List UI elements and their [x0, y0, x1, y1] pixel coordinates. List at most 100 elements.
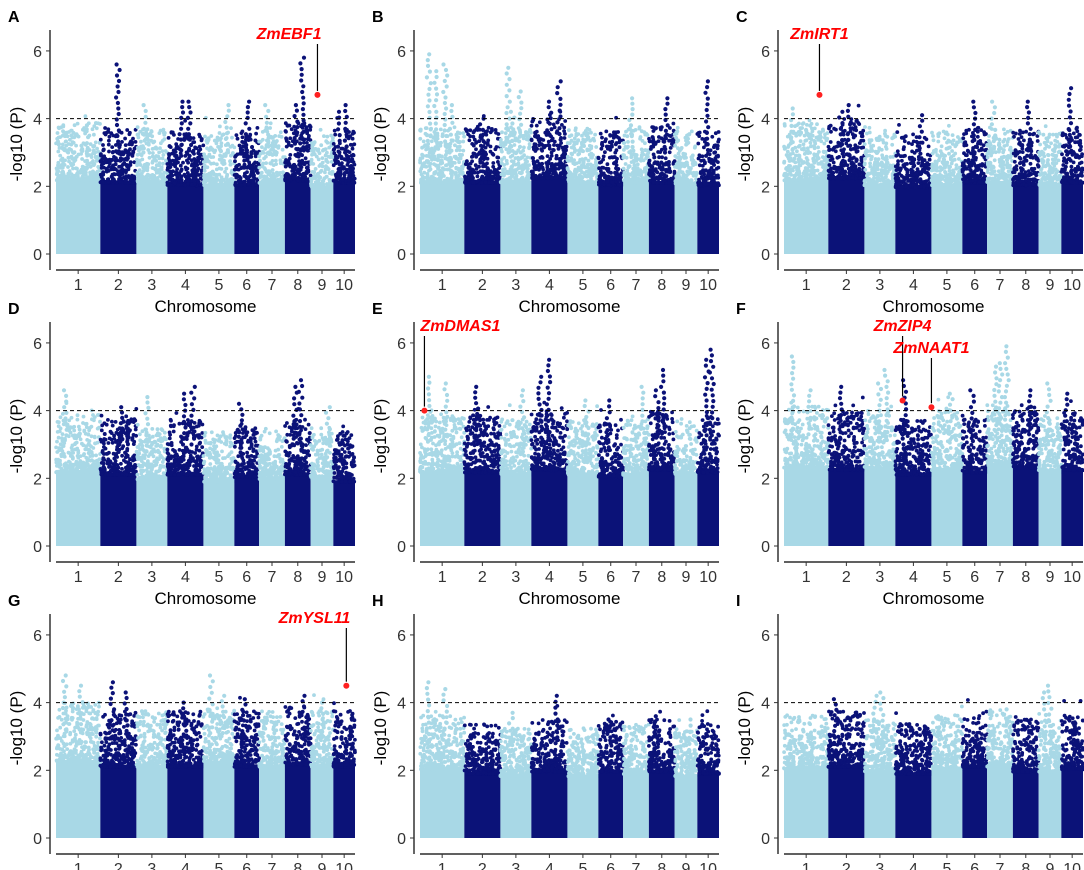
- x-axis-title: Chromosome: [518, 297, 620, 316]
- snp-point: [654, 126, 658, 131]
- snp-point: [447, 167, 451, 172]
- snp-point: [674, 174, 679, 179]
- snp-peak-point: [704, 119, 709, 124]
- snp-point: [271, 143, 276, 148]
- snp-point: [115, 158, 120, 163]
- snp-peak-point: [223, 119, 228, 125]
- snp-peak-point: [223, 136, 228, 141]
- snp-point: [810, 129, 815, 134]
- snp-point: [283, 121, 288, 126]
- snp-peak-point: [433, 138, 439, 143]
- snp-peak-point: [628, 150, 633, 155]
- snp-point: [102, 165, 106, 170]
- snp-point: [258, 158, 262, 163]
- chromosome-9-bulk: [674, 183, 698, 254]
- snp-point: [481, 169, 486, 174]
- snp-point: [794, 131, 798, 136]
- snp-point: [559, 174, 563, 179]
- snp-point: [610, 180, 615, 185]
- snp-point: [452, 154, 457, 159]
- snp-peak-point: [555, 85, 560, 90]
- snp-point: [423, 164, 428, 169]
- snp-point: [523, 133, 528, 137]
- snp-point: [335, 176, 340, 181]
- snp-peak-point: [300, 89, 305, 95]
- snp-point: [676, 183, 680, 188]
- snp-peak-point: [188, 110, 193, 115]
- snp-point: [474, 147, 478, 152]
- snp-point: [822, 141, 827, 146]
- snp-point: [617, 183, 622, 188]
- chromosome-5-bulk: [567, 180, 599, 254]
- snp-point: [461, 148, 466, 153]
- snp-point: [618, 138, 622, 143]
- snp-point: [420, 145, 424, 150]
- snp-point: [66, 155, 71, 160]
- snp-point: [495, 174, 500, 179]
- x-tick-label: 1: [74, 277, 83, 294]
- snp-peak-point: [179, 121, 184, 126]
- snp-point: [64, 131, 69, 136]
- snp-point: [652, 161, 657, 166]
- snp-point: [149, 138, 154, 143]
- snp-point: [124, 169, 128, 174]
- snp-peak-point: [224, 125, 229, 130]
- snp-point: [92, 162, 97, 166]
- snp-point: [424, 126, 429, 130]
- snp-point: [235, 163, 240, 168]
- snp-point: [250, 145, 254, 150]
- snp-point: [153, 166, 158, 171]
- snp-point: [805, 131, 810, 136]
- snp-point: [708, 158, 713, 163]
- snp-point: [789, 173, 793, 177]
- snp-point: [499, 147, 504, 152]
- snp-point: [325, 134, 330, 139]
- snp-peak-point: [243, 121, 248, 126]
- snp-point: [118, 180, 122, 184]
- snp-peak-point: [441, 62, 446, 67]
- snp-peak-point: [517, 117, 522, 122]
- snp-point: [600, 135, 604, 140]
- snp-point: [104, 167, 109, 172]
- snp-point: [802, 152, 807, 156]
- snp-point: [309, 160, 314, 165]
- snp-point: [94, 176, 99, 180]
- snp-peak-point: [264, 126, 270, 131]
- snp-point: [605, 146, 610, 151]
- snp-point: [615, 167, 620, 172]
- snp-point: [650, 125, 655, 129]
- snp-point: [673, 165, 677, 169]
- snp-point: [701, 158, 706, 163]
- snp-point: [433, 180, 437, 185]
- snp-point: [76, 174, 80, 179]
- snp-point: [422, 170, 427, 175]
- snp-point: [264, 161, 268, 166]
- snp-peak-point: [478, 133, 483, 138]
- snp-point: [60, 142, 65, 147]
- snp-peak-point: [266, 108, 271, 114]
- snp-point: [795, 149, 799, 154]
- snp-point: [120, 157, 125, 162]
- snp-point: [587, 143, 592, 148]
- snp-point: [54, 178, 59, 183]
- snp-point: [639, 158, 643, 163]
- snp-point: [593, 132, 597, 137]
- snp-point: [305, 131, 309, 136]
- snp-point: [667, 150, 672, 155]
- snp-point: [617, 176, 621, 180]
- snp-point: [251, 179, 256, 184]
- snp-point: [632, 180, 637, 185]
- snp-point: [110, 178, 115, 183]
- snp-peak-point: [295, 119, 300, 124]
- snp-point: [679, 146, 684, 150]
- snp-point: [257, 139, 262, 144]
- snp-point: [107, 134, 112, 139]
- snp-peak-point: [425, 63, 431, 68]
- snp-point: [66, 150, 71, 155]
- snp-point: [569, 156, 574, 161]
- snp-point: [712, 150, 717, 155]
- snp-point: [823, 132, 827, 137]
- snp-point: [463, 127, 468, 131]
- snp-point: [192, 173, 196, 178]
